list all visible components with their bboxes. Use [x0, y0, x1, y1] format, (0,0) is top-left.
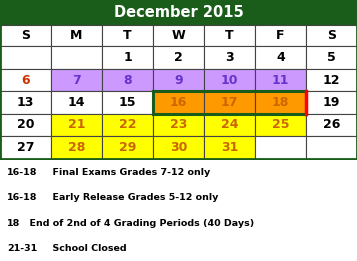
Text: 13: 13 — [17, 96, 34, 109]
Bar — [102, 69, 153, 91]
Text: 19: 19 — [323, 96, 340, 109]
Text: 16-18: 16-18 — [7, 168, 37, 177]
Text: 12: 12 — [323, 74, 340, 87]
Text: W: W — [172, 29, 185, 42]
Text: December 2015: December 2015 — [114, 5, 243, 20]
Bar — [306, 114, 357, 136]
Bar — [51, 46, 102, 69]
Bar — [153, 136, 204, 159]
Bar — [0, 136, 51, 159]
Bar — [153, 114, 204, 136]
Bar — [102, 25, 153, 46]
Text: S: S — [21, 29, 30, 42]
Text: 20: 20 — [17, 118, 34, 132]
Bar — [204, 25, 255, 46]
Text: End of 2nd of 4 Grading Periods (40 Days): End of 2nd of 4 Grading Periods (40 Days… — [22, 219, 254, 228]
Text: 22: 22 — [119, 118, 136, 132]
Text: T: T — [123, 29, 132, 42]
Bar — [255, 136, 306, 159]
Text: 18: 18 — [272, 96, 289, 109]
Bar — [0, 0, 357, 25]
Text: 11: 11 — [272, 74, 289, 87]
Text: 28: 28 — [68, 141, 85, 154]
Text: F: F — [276, 29, 285, 42]
Text: 8: 8 — [123, 74, 132, 87]
Bar — [0, 91, 51, 114]
Text: M: M — [70, 29, 83, 42]
Bar — [306, 25, 357, 46]
Text: 1: 1 — [123, 51, 132, 64]
Text: 26: 26 — [323, 118, 340, 132]
Text: S: S — [327, 29, 336, 42]
Bar — [153, 46, 204, 69]
Bar — [0, 25, 51, 46]
Bar — [255, 25, 306, 46]
Text: 31: 31 — [221, 141, 238, 154]
Text: 7: 7 — [72, 74, 81, 87]
Bar — [102, 46, 153, 69]
Text: 30: 30 — [170, 141, 187, 154]
Text: 21-31: 21-31 — [7, 244, 37, 253]
Bar — [153, 91, 204, 114]
Text: 14: 14 — [68, 96, 85, 109]
Bar — [306, 91, 357, 114]
Text: 29: 29 — [119, 141, 136, 154]
Bar — [102, 114, 153, 136]
Text: 21: 21 — [68, 118, 85, 132]
Text: 5: 5 — [327, 51, 336, 64]
Text: 24: 24 — [221, 118, 238, 132]
Bar — [204, 46, 255, 69]
Text: 16: 16 — [170, 96, 187, 109]
Text: 23: 23 — [170, 118, 187, 132]
Text: Final Exams Grades 7-12 only: Final Exams Grades 7-12 only — [46, 168, 210, 177]
Bar — [51, 136, 102, 159]
Bar — [102, 136, 153, 159]
Bar — [204, 136, 255, 159]
Bar — [51, 25, 102, 46]
Bar — [0, 114, 51, 136]
Bar — [0, 46, 51, 69]
Text: School Closed: School Closed — [46, 244, 127, 253]
Bar — [306, 136, 357, 159]
Bar — [255, 69, 306, 91]
Text: 2: 2 — [174, 51, 183, 64]
Bar — [51, 91, 102, 114]
Bar — [306, 69, 357, 91]
Bar — [255, 46, 306, 69]
Bar — [51, 114, 102, 136]
Bar — [204, 91, 255, 114]
Bar — [255, 114, 306, 136]
Bar — [204, 114, 255, 136]
Bar — [306, 46, 357, 69]
Text: 25: 25 — [272, 118, 289, 132]
Bar — [204, 69, 255, 91]
Text: 17: 17 — [221, 96, 238, 109]
Bar — [153, 69, 204, 91]
Bar — [153, 25, 204, 46]
Text: 15: 15 — [119, 96, 136, 109]
Text: 10: 10 — [221, 74, 238, 87]
Text: T: T — [225, 29, 234, 42]
Text: Early Release Grades 5-12 only: Early Release Grades 5-12 only — [46, 193, 218, 202]
Text: 3: 3 — [225, 51, 234, 64]
Text: 9: 9 — [174, 74, 183, 87]
Text: 16-18: 16-18 — [7, 193, 37, 202]
Bar — [51, 69, 102, 91]
Text: 27: 27 — [17, 141, 34, 154]
Bar — [0, 69, 51, 91]
Text: 18: 18 — [7, 219, 20, 228]
Bar — [102, 91, 153, 114]
Bar — [255, 91, 306, 114]
Text: 6: 6 — [21, 74, 30, 87]
Text: 4: 4 — [276, 51, 285, 64]
